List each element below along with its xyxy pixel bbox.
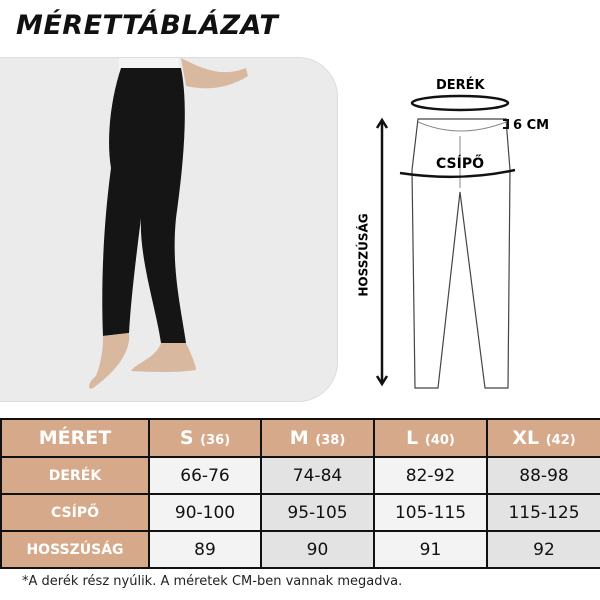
cell: 105-115 [373, 493, 488, 532]
waist-label: DERÉK [436, 78, 485, 93]
cell: 74-84 [260, 456, 375, 495]
size-s: S (36) [148, 418, 262, 458]
size-l: L (40) [373, 418, 488, 458]
hip-label: CSÍPŐ [436, 156, 484, 172]
cell: 88-98 [486, 456, 600, 495]
table-row: CSÍPŐ 90-100 95-105 105-115 115-125 [0, 493, 600, 532]
size-m: M (38) [260, 418, 375, 458]
size-table: MÉRET S (36) M (38) L (40) XL (42) DERÉK… [0, 418, 600, 569]
row-label: CSÍPŐ [0, 493, 150, 532]
cell: 90 [260, 530, 375, 569]
leggings-diagram: DERÉK 6 CM CSÍPŐ HOSSZÚSÁG [356, 70, 560, 400]
length-label: HOSSZÚSÁG [356, 213, 371, 297]
cell: 91 [373, 530, 488, 569]
cell: 66-76 [148, 456, 262, 495]
cell: 92 [486, 530, 600, 569]
page-title: MÉRETTÁBLÁZAT [16, 10, 279, 41]
table-row: DERÉK 66-76 74-84 82-92 88-98 [0, 456, 600, 495]
cell: 89 [148, 530, 262, 569]
cell: 95-105 [260, 493, 375, 532]
table-header-row: MÉRET S (36) M (38) L (40) XL (42) [0, 418, 600, 458]
header-label: MÉRET [0, 418, 150, 458]
row-label: HOSSZÚSÁG [0, 530, 150, 569]
row-label: DERÉK [0, 456, 150, 495]
cell: 90-100 [148, 493, 262, 532]
cell: 115-125 [486, 493, 600, 532]
model-photo [0, 57, 338, 402]
band-label: 6 CM [513, 118, 550, 133]
cell: 82-92 [373, 456, 488, 495]
footnote: *A derék rész nyúlik. A méretek CM-ben v… [22, 574, 403, 589]
table-row: HOSSZÚSÁG 89 90 91 92 [0, 530, 600, 569]
size-xl: XL (42) [486, 418, 600, 458]
